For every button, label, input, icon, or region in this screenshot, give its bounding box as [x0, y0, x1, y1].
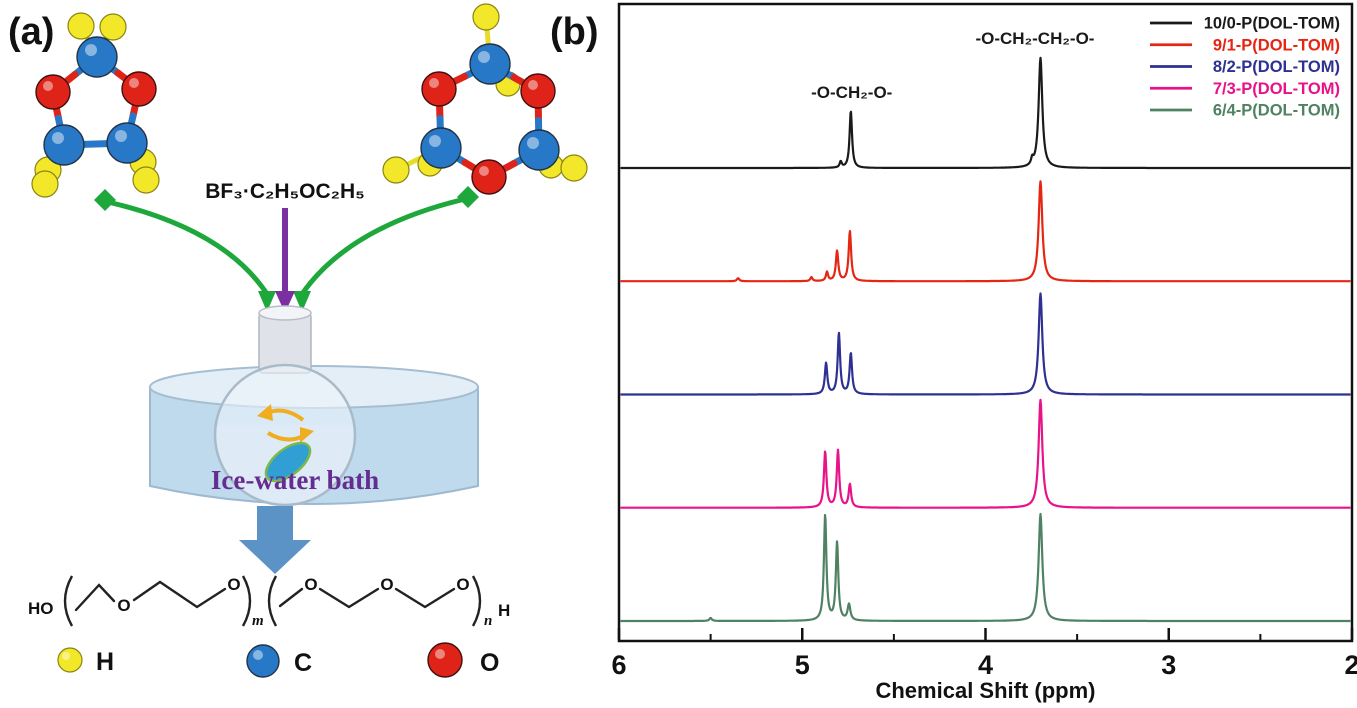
nmr-trace-9/1-P(DOL-TOM) [619, 180, 1352, 283]
x-axis-title: Chemical Shift (ppm) [875, 678, 1095, 703]
tom-molecule-icon [382, 3, 588, 195]
x-tick-label: 3 [1161, 650, 1176, 680]
polymer-ho-label: HO [28, 599, 54, 618]
plot-frame [617, 2, 1354, 643]
polymer-h-label: H [498, 601, 510, 620]
polymer-o-label: O [117, 596, 130, 615]
nmr-trace-7/3-P(DOL-TOM) [619, 398, 1352, 509]
x-tick-label: 2 [1344, 650, 1357, 680]
legend-entry-label: 7/3-P(DOL-TOM) [1213, 80, 1340, 98]
h-atom-swatch-icon [57, 647, 83, 673]
reaction-flask [213, 305, 357, 507]
panel-b-label: (b) [550, 11, 599, 53]
polymer-o-label: O [456, 575, 469, 594]
nmr-trace-8/2-P(DOL-TOM) [619, 292, 1352, 396]
legend-entry-label: 6/4-P(DOL-TOM) [1213, 102, 1340, 120]
polymer-o-label: O [227, 575, 240, 594]
polymer-structure: HO O O m O O O n H [28, 575, 510, 629]
stir-bar-icon [264, 441, 312, 483]
reaction-arrow-right [293, 186, 479, 312]
catalyst-label: BF₃·C₂H₅OC₂H₅ [205, 180, 365, 203]
x-tick-label: 4 [978, 650, 993, 680]
polymer-o-label: O [304, 575, 317, 594]
product-arrow [239, 506, 311, 574]
atom-legend-h-label: H [96, 648, 114, 676]
peak-annotation-label: -O-CH₂-O- [811, 83, 892, 102]
o-atom-swatch-icon [427, 642, 463, 678]
nmr-trace-10/0-P(DOL-TOM) [619, 56, 1352, 170]
ice-water-bath-label: Ice-water bath [211, 465, 379, 495]
polymer-o-label: O [380, 575, 393, 594]
c-atom-swatch-icon [246, 644, 280, 678]
legend-entry-label: 8/2-P(DOL-TOM) [1213, 58, 1340, 76]
panel-a-label: (a) [8, 11, 54, 53]
peak-annotation-label: -O-CH₂-CH₂-O- [975, 29, 1094, 48]
x-tick-label: 5 [795, 650, 810, 680]
x-tick-label: 6 [611, 650, 626, 680]
polymer-subscript-m: m [252, 613, 264, 629]
nmr-trace-6/4-P(DOL-TOM) [619, 512, 1352, 623]
legend-entry-label: 9/1-P(DOL-TOM) [1213, 36, 1340, 54]
reaction-arrow-left [94, 189, 276, 312]
legend-entry-label: 10/0-P(DOL-TOM) [1204, 15, 1340, 33]
atom-legend-c-label: C [294, 649, 312, 677]
catalyst-arrow [275, 208, 295, 313]
atom-legend-o-label: O [480, 649, 499, 677]
polymer-subscript-n: n [484, 613, 492, 629]
dol-molecule-icon [31, 12, 160, 198]
stirring-arrows-icon [257, 404, 314, 443]
atom-legend: H C O [57, 642, 499, 678]
